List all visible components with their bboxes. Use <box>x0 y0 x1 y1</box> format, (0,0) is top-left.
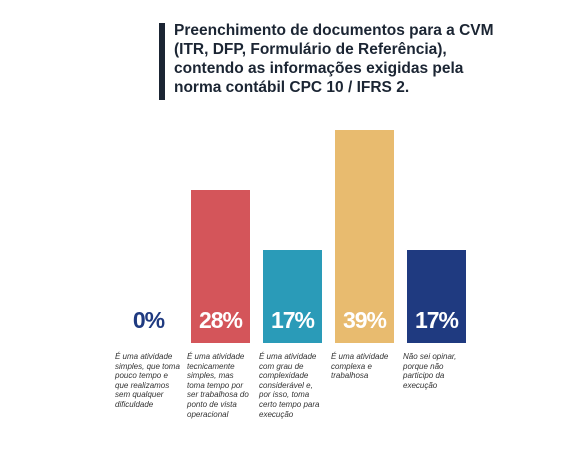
category-label: É uma atividade tecnicamente simples, ma… <box>187 352 249 419</box>
category-label: É uma atividade com grau de complexidade… <box>259 352 320 419</box>
category-label: É uma atividade simples, que toma pouco … <box>115 352 180 409</box>
data-label: 17% <box>270 307 315 333</box>
bar <box>191 190 250 343</box>
data-label: 17% <box>414 307 459 333</box>
data-label: 28% <box>198 307 243 333</box>
bar <box>263 250 322 343</box>
category-label: É uma atividade complexa e trabalhosa <box>331 352 389 381</box>
data-label: 39% <box>342 307 387 333</box>
title-accent <box>159 23 165 100</box>
chart-title: Preenchimento de documentos para a CVM (… <box>174 22 494 96</box>
bar <box>407 250 466 343</box>
category-label: Não sei opinar, porque não participo da … <box>403 352 457 390</box>
bar <box>335 130 394 343</box>
data-label: 0% <box>132 307 165 333</box>
